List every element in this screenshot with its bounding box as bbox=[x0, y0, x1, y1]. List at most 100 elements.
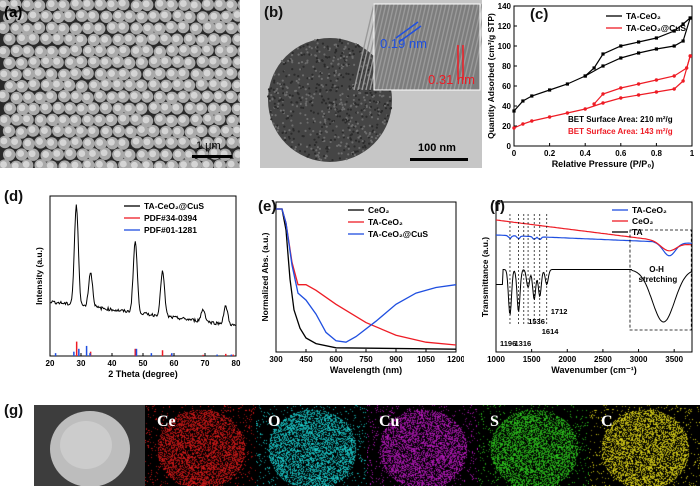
bet-xtick-label: 0 bbox=[512, 149, 517, 158]
bet-point bbox=[619, 44, 623, 48]
bet-ytick-label: 140 bbox=[498, 2, 512, 11]
bet-point bbox=[512, 109, 516, 113]
uvvis-xlabel: Wavelength (nm) bbox=[330, 365, 402, 375]
xrd-legend-2-label: PDF#01-1281 bbox=[144, 225, 197, 235]
bet-annotation-ta-ceo2-cus: BET Surface Area: 143 m²/g bbox=[568, 127, 673, 136]
eds-label-ce: Ce bbox=[157, 413, 176, 430]
panel-label-g: (g) bbox=[4, 402, 24, 419]
ftir-xtick-label: 1000 bbox=[487, 355, 505, 364]
ftir-xtick-label: 2500 bbox=[594, 355, 612, 364]
bet-point bbox=[681, 39, 685, 43]
ftir-annotation-1536: 1536 bbox=[528, 317, 545, 326]
uvvis-legend-0-label: CeO₂ bbox=[368, 205, 389, 215]
bet-point bbox=[530, 94, 534, 98]
bet-point bbox=[681, 79, 685, 83]
ftir-annotation-1614: 1614 bbox=[542, 327, 560, 336]
bet-point bbox=[512, 126, 516, 130]
ftir-annotation-1316: 1316 bbox=[515, 339, 532, 348]
xrd-xtick-label: 50 bbox=[139, 359, 148, 368]
ftir-chart: 1000 1500 2000 2500 3000 3500 Wavenumber (cm⁻¹… bbox=[480, 201, 693, 375]
xrd-legend-0-label: TA-CeO₂@CuS bbox=[144, 201, 204, 211]
bet-xtick-label: 0.4 bbox=[580, 149, 592, 158]
panel-label-e: (e) bbox=[258, 198, 277, 215]
bet-point bbox=[637, 51, 641, 55]
bet-xtick-label: 0.8 bbox=[651, 149, 663, 158]
bet-point bbox=[688, 16, 692, 20]
bet-point bbox=[583, 107, 587, 111]
ftir-ceo2-line bbox=[495, 219, 693, 252]
xrd-legend-1-label: PDF#34-0394 bbox=[144, 213, 197, 223]
bet-xtick-label: 0.6 bbox=[615, 149, 627, 158]
bet-ytick-label: 20 bbox=[502, 122, 511, 131]
ftir-legend-1-label: CeO₂ bbox=[632, 216, 653, 226]
bet-point bbox=[592, 102, 596, 106]
xrd-xtick-label: 80 bbox=[232, 359, 241, 368]
bet-point bbox=[601, 92, 605, 96]
ftir-xlabel: Wavenumber (cm⁻¹) bbox=[551, 365, 636, 375]
d-spacing-label-019: 0.19 nm bbox=[380, 36, 427, 51]
uvvis-xtick-label: 300 bbox=[269, 355, 283, 364]
xrd-xtick-label: 30 bbox=[77, 359, 86, 368]
d-spacing-label-031: 0.31 nm bbox=[428, 72, 475, 87]
bet-point bbox=[530, 119, 534, 123]
scalebar-label-a: 1 μm bbox=[196, 140, 221, 152]
panel-label-d: (d) bbox=[4, 188, 24, 205]
bet-point bbox=[672, 29, 676, 33]
bet-point bbox=[688, 54, 692, 58]
panel-f-ftir-chart: 1000 1500 2000 2500 3000 3500 Wavenumber (cm⁻¹… bbox=[466, 188, 700, 388]
eds-label-s: S bbox=[490, 413, 499, 430]
bet-point bbox=[592, 66, 596, 70]
uvvis-line-1 bbox=[276, 208, 457, 346]
panel-label-a: (a) bbox=[4, 4, 23, 21]
bet-point bbox=[601, 52, 605, 56]
bet-point bbox=[684, 66, 689, 70]
uvvis-legend-2-label: TA-CeO₂@CuS bbox=[368, 229, 428, 239]
ftir-xtick-label: 3500 bbox=[665, 355, 683, 364]
eds-map-cu: Cu bbox=[367, 405, 478, 486]
xrd-pattern-line bbox=[49, 204, 237, 327]
bet-ytick-label: 40 bbox=[502, 102, 511, 111]
ftir-ta-line bbox=[496, 269, 693, 323]
ftir-annotation-1712: 1712 bbox=[551, 307, 568, 316]
bet-point bbox=[583, 74, 587, 78]
bet-xtick-label: 0.2 bbox=[544, 149, 556, 158]
uvvis-xtick-label: 1050 bbox=[417, 355, 435, 364]
uvvis-xtick-label: 1200 bbox=[447, 355, 464, 364]
ftir-ylabel: Transmittance (a.u.) bbox=[480, 237, 490, 317]
panel-label-c: (c) bbox=[530, 6, 549, 23]
bet-ytick-label: 100 bbox=[498, 42, 512, 51]
panel-a-sem-image: (a) 1 μm bbox=[0, 0, 258, 174]
ftir-xtick-label: 3000 bbox=[630, 355, 648, 364]
ftir-annotation-1196: 1196 bbox=[500, 339, 516, 348]
bet-point bbox=[672, 44, 676, 48]
uvvis-chart: 300 450 600 750 900 1050 1200 Wavelength (nm) No… bbox=[260, 201, 465, 375]
eds-label-o: O bbox=[268, 413, 281, 430]
ftir-xtick-label: 1500 bbox=[523, 355, 541, 364]
bet-legend-ta-ceo2-label: TA-CeO₂ bbox=[626, 11, 661, 21]
bet-point bbox=[521, 122, 525, 126]
bet-point bbox=[521, 99, 525, 103]
uvvis-line-0 bbox=[276, 208, 457, 350]
panel-b-tem-image: (b) 0.19 nm 0.31 nm 100 nm bbox=[260, 0, 491, 168]
xrd-xtick-label: 40 bbox=[108, 359, 117, 368]
ftir-xtick-label: 2000 bbox=[558, 355, 576, 364]
panel-label-b: (b) bbox=[264, 4, 284, 21]
ftir-ta-ceo2-line bbox=[495, 234, 693, 257]
bet-point bbox=[654, 36, 658, 40]
ftir-annotation-stretching: stretching bbox=[639, 275, 678, 284]
eds-map-ce: Ce bbox=[145, 405, 256, 486]
bet-ta-ceo2-cus-desorption-line bbox=[593, 55, 691, 105]
bet-xlabel: Relative Pressure (P/P₀) bbox=[552, 159, 655, 169]
bet-point bbox=[601, 64, 605, 68]
uvvis-ylabel: Normalized Abs. (a.u.) bbox=[260, 232, 270, 321]
uvvis-xtick-label: 750 bbox=[359, 355, 373, 364]
bet-point bbox=[681, 22, 685, 26]
eds-map-c: C bbox=[589, 405, 700, 486]
bet-point bbox=[619, 86, 623, 90]
bet-point bbox=[565, 82, 569, 86]
eds-label-c: C bbox=[601, 413, 613, 430]
uvvis-line-2 bbox=[276, 208, 457, 343]
bet-annotation-ta-ceo2: BET Surface Area: 210 m²/g bbox=[568, 115, 673, 124]
bet-point bbox=[637, 40, 641, 44]
xrd-xtick-label: 70 bbox=[201, 359, 210, 368]
